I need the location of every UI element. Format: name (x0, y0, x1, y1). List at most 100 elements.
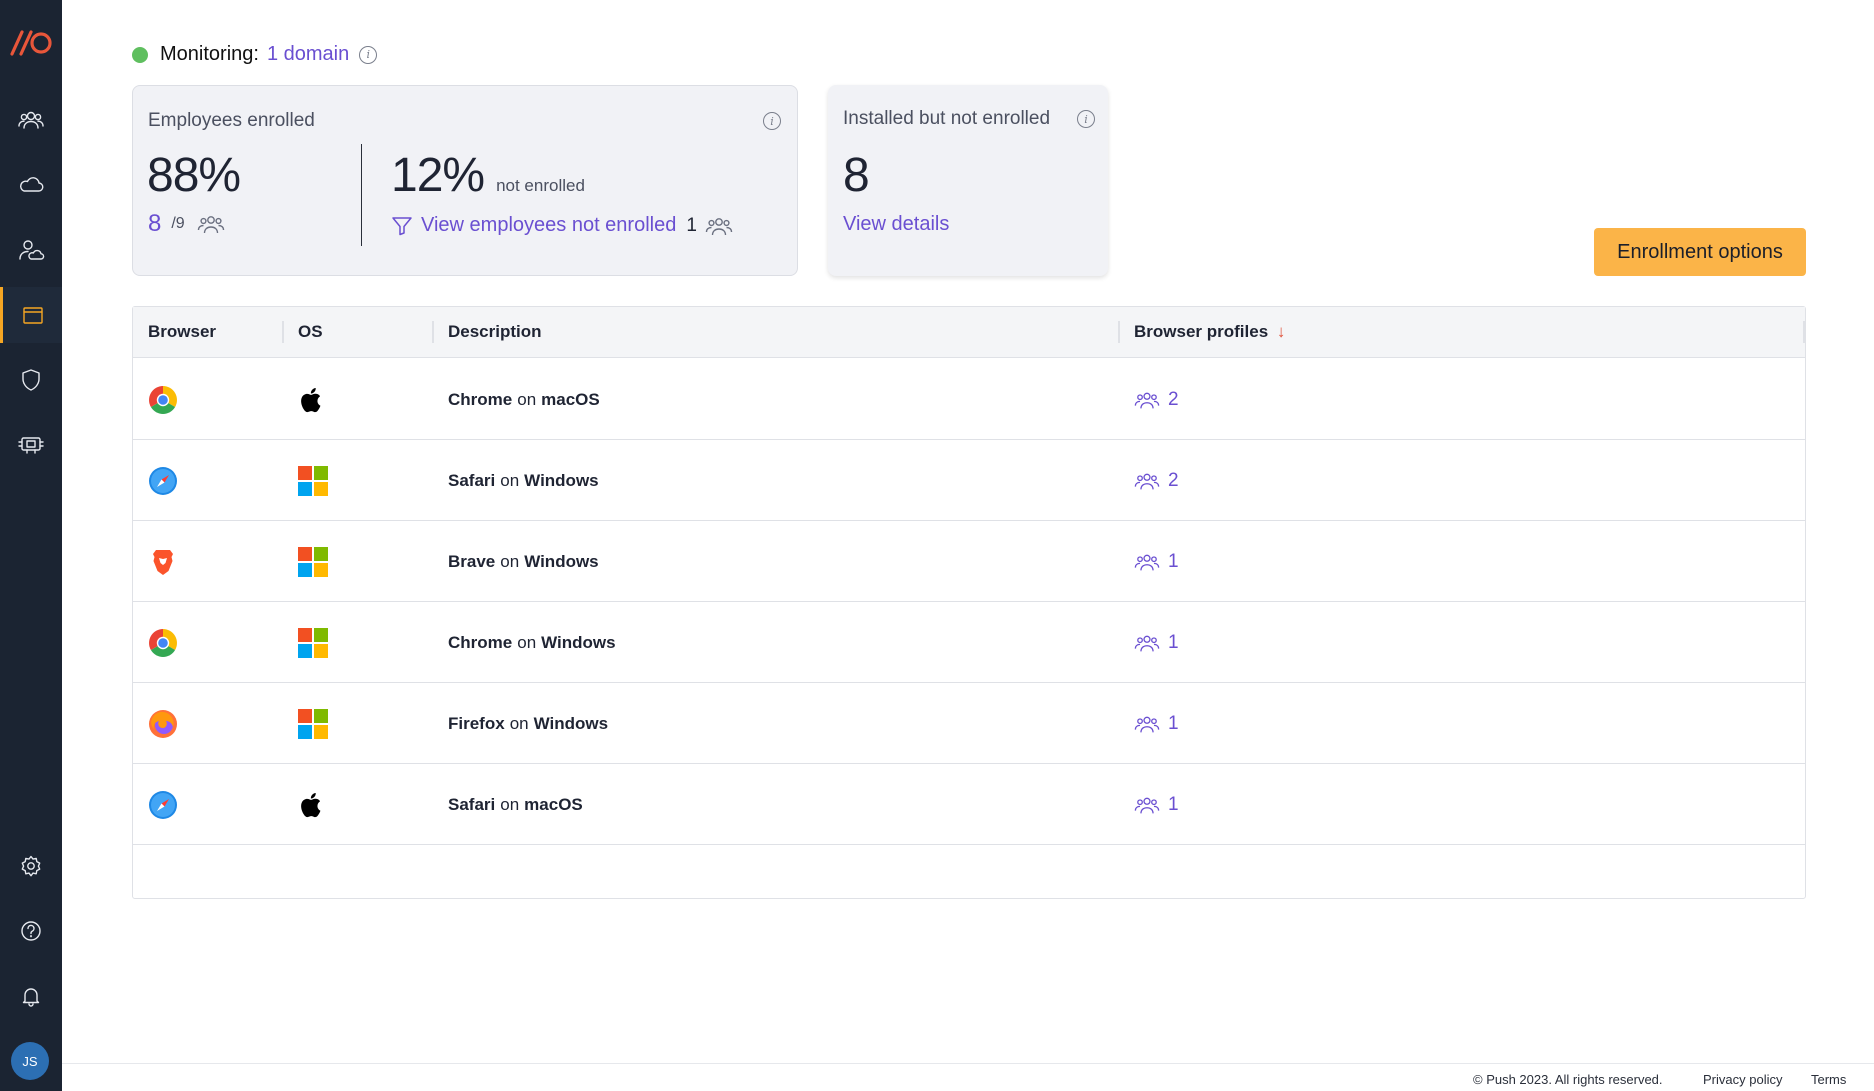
column-header-os[interactable]: OS (298, 322, 323, 341)
description-cell: Chrome on Windows (448, 602, 616, 683)
column-header-description[interactable]: Description (448, 322, 542, 341)
people-icon (18, 111, 44, 129)
people-icon (1134, 635, 1160, 651)
table-row[interactable]: Safari on macOS 1 (133, 764, 1805, 845)
people-icon (1134, 473, 1160, 489)
table-row[interactable]: Firefox on Windows 1 (133, 683, 1805, 764)
browser-name: Firefox (448, 713, 505, 733)
profiles-cell[interactable]: 1 (1134, 521, 1179, 602)
nav-browsers[interactable] (0, 287, 62, 343)
not-enrolled-filter: View employees not enrolled 1 (391, 214, 733, 237)
card-divider (361, 144, 362, 246)
info-icon[interactable]: i (763, 112, 781, 130)
not-enrolled-count: 1 (686, 214, 697, 236)
os-name: Windows (524, 470, 599, 490)
browser-cell (148, 359, 178, 440)
windows-icon (298, 708, 328, 739)
description-cell: Brave on Windows (448, 521, 599, 602)
on-text: on (500, 794, 520, 814)
os-name: macOS (524, 794, 583, 814)
column-separator[interactable] (1803, 321, 1805, 343)
os-cell (298, 359, 326, 440)
nav-settings[interactable] (0, 838, 62, 894)
user-cloud-icon (19, 240, 45, 260)
browser-cell (148, 764, 178, 845)
table-row[interactable]: Chrome on macOS 2 (133, 359, 1805, 440)
nav-employees[interactable] (0, 92, 62, 148)
profiles-cell[interactable]: 2 (1134, 359, 1179, 440)
terms-link[interactable]: Terms (1811, 1072, 1847, 1087)
info-icon[interactable]: i (1077, 110, 1095, 128)
card-title: Employees enrolled (148, 110, 315, 131)
description-cell: Safari on macOS (448, 764, 583, 845)
firefox-icon (149, 709, 177, 738)
enrolled-total: /9 (171, 215, 185, 232)
push-logo[interactable] (10, 30, 52, 56)
on-text: on (517, 389, 537, 409)
avatar[interactable]: JS (11, 1042, 49, 1080)
browser-cell (148, 521, 178, 602)
profile-count: 1 (1168, 550, 1179, 572)
card-title: Installed but not enrolled (843, 108, 1051, 129)
people-icon (705, 217, 733, 235)
profile-count: 2 (1168, 388, 1179, 410)
os-cell (298, 440, 328, 521)
view-not-enrolled-link[interactable]: View employees not enrolled (421, 214, 677, 236)
column-separator[interactable] (432, 321, 434, 343)
profiles-cell[interactable]: 1 (1134, 764, 1179, 845)
os-name: macOS (541, 389, 600, 409)
on-text: on (517, 632, 537, 652)
enrolled-percent: 88% (147, 149, 241, 202)
nav-security[interactable] (0, 352, 62, 408)
os-name: Windows (533, 713, 609, 733)
apple-icon (301, 387, 321, 412)
profile-count: 2 (1168, 469, 1179, 491)
browser-name: Chrome (448, 632, 513, 652)
privacy-policy-link[interactable]: Privacy policy (1703, 1072, 1783, 1087)
enrolled-count: 8 /9 (148, 210, 225, 238)
brave-icon (153, 549, 173, 575)
not-enrolled-label: not enrolled (496, 176, 585, 195)
table-row[interactable]: Safari on Windows 2 (133, 440, 1805, 521)
chip-icon (18, 437, 44, 454)
copyright-text: © Push 2023. All rights reserved. (1473, 1072, 1663, 1087)
table-row[interactable]: Chrome on Windows 1 (133, 602, 1805, 683)
on-text: on (509, 713, 529, 733)
people-icon (197, 216, 224, 234)
profiles-cell[interactable]: 1 (1134, 683, 1179, 764)
profiles-cell[interactable]: 1 (1134, 602, 1179, 683)
profile-count: 1 (1168, 793, 1179, 815)
profiles-cell[interactable]: 2 (1134, 440, 1179, 521)
enrollment-options-button[interactable]: Enrollment options (1594, 228, 1806, 276)
on-text: on (500, 470, 520, 490)
safari-icon (149, 790, 177, 819)
nav-help[interactable] (0, 903, 62, 959)
column-header-browser-profiles[interactable]: Browser profiles ↓ (1134, 322, 1285, 342)
description-cell: Safari on Windows (448, 440, 599, 521)
os-cell (298, 602, 328, 683)
table-row[interactable]: Brave on Windows 1 (133, 521, 1805, 602)
nav-integrations[interactable] (0, 416, 62, 472)
description-cell: Firefox on Windows (448, 683, 608, 764)
installed-count: 8 (843, 149, 870, 202)
not-enrolled-percent: 12% (391, 149, 485, 202)
os-cell (298, 764, 326, 845)
browser-cell (148, 440, 178, 521)
os-cell (298, 521, 328, 602)
info-icon[interactable]: i (359, 45, 378, 64)
browser-name: Safari (448, 794, 496, 814)
nav-apps[interactable] (0, 157, 62, 213)
column-header-browser[interactable]: Browser (148, 322, 217, 341)
nav-accounts[interactable] (0, 222, 62, 278)
column-separator[interactable] (1118, 321, 1120, 343)
column-separator[interactable] (282, 321, 284, 343)
nav-notifications[interactable] (0, 968, 62, 1024)
status-dot (132, 46, 148, 63)
domain-link[interactable]: 1 domain (266, 43, 350, 65)
sort-desc-icon: ↓ (1276, 322, 1286, 341)
view-details-link[interactable]: View details (843, 213, 950, 235)
windows-icon (298, 465, 328, 496)
enrolled-number: 8 (148, 210, 162, 237)
windows-icon (298, 546, 328, 577)
not-enrolled-stat: 12% not enrolled (391, 148, 585, 203)
